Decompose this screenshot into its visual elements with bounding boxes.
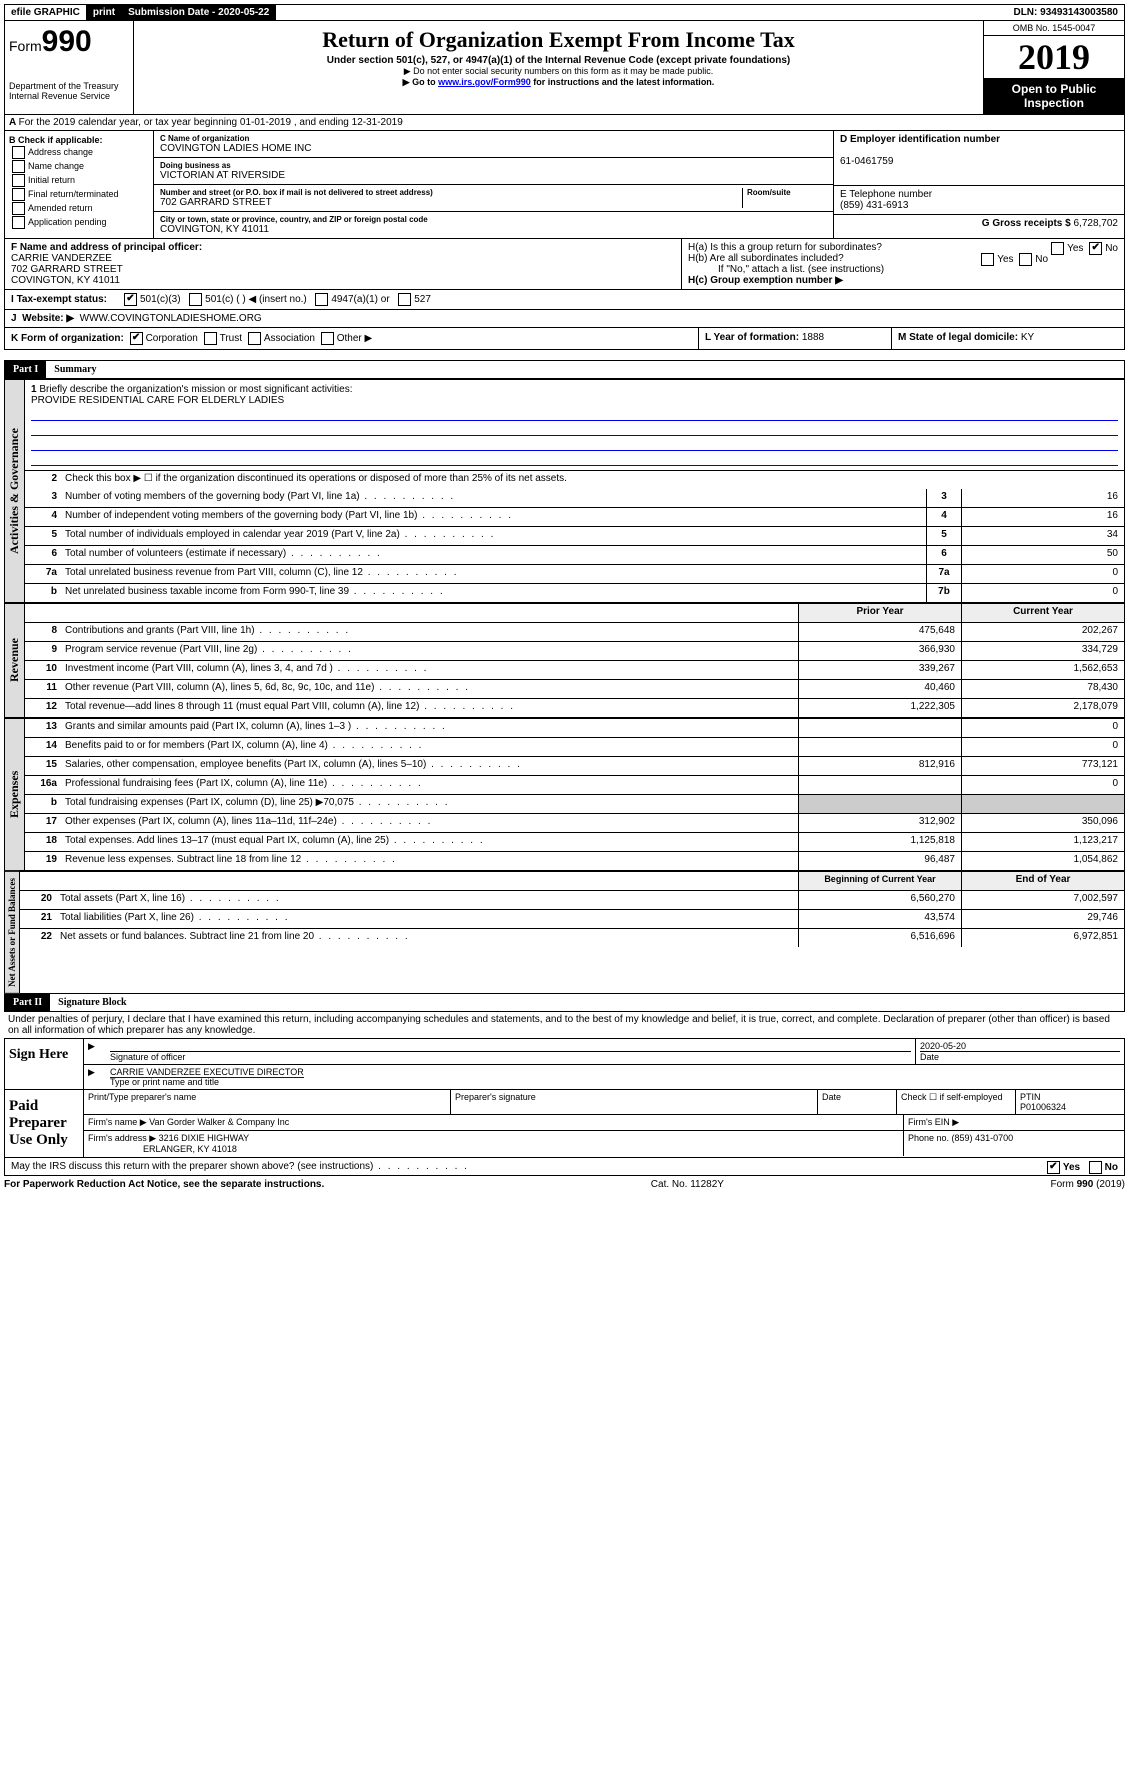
table-row: bNet unrelated business taxable income f… xyxy=(25,584,1124,602)
table-row: 10Investment income (Part VIII, column (… xyxy=(25,661,1124,680)
table-row: 8Contributions and grants (Part VIII, li… xyxy=(25,623,1124,642)
table-row: 6Total number of volunteers (estimate if… xyxy=(25,546,1124,565)
form-number: Form990 xyxy=(9,25,129,59)
part2-header: Part II xyxy=(5,994,50,1011)
efile-label: efile GRAPHIC xyxy=(5,5,87,20)
table-row: 2Check this box ▶ ☐ if the organization … xyxy=(25,471,1124,489)
table-row: 7aTotal unrelated business revenue from … xyxy=(25,565,1124,584)
table-row: 11Other revenue (Part VIII, column (A), … xyxy=(25,680,1124,699)
row-a: A For the 2019 calendar year, or tax yea… xyxy=(4,115,1125,131)
table-row: bTotal fundraising expenses (Part IX, co… xyxy=(25,795,1124,814)
table-row: 13Grants and similar amounts paid (Part … xyxy=(25,719,1124,738)
sign-here-label: Sign Here xyxy=(5,1039,83,1089)
firm-address: 3216 DIXIE HIGHWAY xyxy=(159,1133,250,1143)
perjury-statement: Under penalties of perjury, I declare th… xyxy=(4,1012,1125,1038)
ein: 61-0461759 xyxy=(840,156,893,167)
table-row: 9Program service revenue (Part VIII, lin… xyxy=(25,642,1124,661)
officer-name: CARRIE VANDERZEE xyxy=(11,253,112,264)
table-row: 16aProfessional fundraising fees (Part I… xyxy=(25,776,1124,795)
omb-number: OMB No. 1545-0047 xyxy=(984,21,1124,36)
form-header: Form990 Department of the Treasury Inter… xyxy=(4,21,1125,115)
ptin: P01006324 xyxy=(1020,1102,1066,1112)
expenses-tab: Expenses xyxy=(4,718,25,871)
part1-header: Part I xyxy=(5,361,46,378)
paid-preparer-label: Paid Preparer Use Only xyxy=(5,1090,83,1157)
table-row: 21Total liabilities (Part X, line 26)43,… xyxy=(20,910,1124,929)
table-row: 15Salaries, other compensation, employee… xyxy=(25,757,1124,776)
table-row: 22Net assets or fund balances. Subtract … xyxy=(20,929,1124,947)
dln: DLN: 93493143003580 xyxy=(1007,5,1124,20)
catalog-number: Cat. No. 11282Y xyxy=(651,1179,724,1190)
firm-phone: (859) 431-0700 xyxy=(952,1133,1014,1143)
table-row: 20Total assets (Part X, line 16)6,560,27… xyxy=(20,891,1124,910)
table-row: 17Other expenses (Part IX, column (A), l… xyxy=(25,814,1124,833)
table-row: 5Total number of individuals employed in… xyxy=(25,527,1124,546)
501c3-checkbox[interactable] xyxy=(124,293,137,306)
discuss-no[interactable] xyxy=(1089,1161,1102,1174)
irs-link[interactable]: www.irs.gov/Form990 xyxy=(438,77,531,87)
submission-date: Submission Date - 2020-05-22 xyxy=(122,5,276,20)
entity-block: B Check if applicable: Address change Na… xyxy=(4,131,1125,239)
table-row: 12Total revenue—add lines 8 through 11 (… xyxy=(25,699,1124,717)
city-state-zip: COVINGTON, KY 41011 xyxy=(160,224,269,235)
form-title: Return of Organization Exempt From Incom… xyxy=(138,27,979,53)
paperwork-notice: For Paperwork Reduction Act Notice, see … xyxy=(4,1179,324,1190)
table-row: 4Number of independent voting members of… xyxy=(25,508,1124,527)
street-address: 702 GARRARD STREET xyxy=(160,197,272,208)
tax-year: 2019 xyxy=(984,36,1124,78)
top-bar: efile GRAPHIC print Submission Date - 20… xyxy=(4,4,1125,21)
sign-date: 2020-05-20 xyxy=(920,1041,966,1051)
org-name: COVINGTON LADIES HOME INC xyxy=(160,143,312,154)
dba: VICTORIAN AT RIVERSIDE xyxy=(160,170,285,181)
table-row: 18Total expenses. Add lines 13–17 (must … xyxy=(25,833,1124,852)
table-row: 19Revenue less expenses. Subtract line 1… xyxy=(25,852,1124,870)
revenue-tab: Revenue xyxy=(4,603,25,718)
netassets-tab: Net Assets or Fund Balances xyxy=(4,871,20,994)
firm-name: Van Gorder Walker & Company Inc xyxy=(149,1117,289,1127)
governance-tab: Activities & Governance xyxy=(4,379,25,603)
print-button[interactable]: print xyxy=(87,5,122,20)
dept-label: Department of the Treasury Internal Reve… xyxy=(9,81,129,101)
table-row: 3Number of voting members of the governi… xyxy=(25,489,1124,508)
year-formed: 1888 xyxy=(802,332,824,343)
telephone: (859) 431-6913 xyxy=(840,200,908,211)
discuss-yes[interactable] xyxy=(1047,1161,1060,1174)
website-url: WWW.COVINGTONLADIESHOME.ORG xyxy=(80,313,262,324)
domicile-state: KY xyxy=(1021,332,1034,343)
form-footer: Form 990 (2019) xyxy=(1051,1179,1125,1190)
gross-receipts: 6,728,702 xyxy=(1074,218,1119,229)
mission-text: PROVIDE RESIDENTIAL CARE FOR ELDERLY LAD… xyxy=(31,395,1118,406)
inspection-badge: Open to Public Inspection xyxy=(984,78,1124,114)
table-row: 14Benefits paid to or for members (Part … xyxy=(25,738,1124,757)
